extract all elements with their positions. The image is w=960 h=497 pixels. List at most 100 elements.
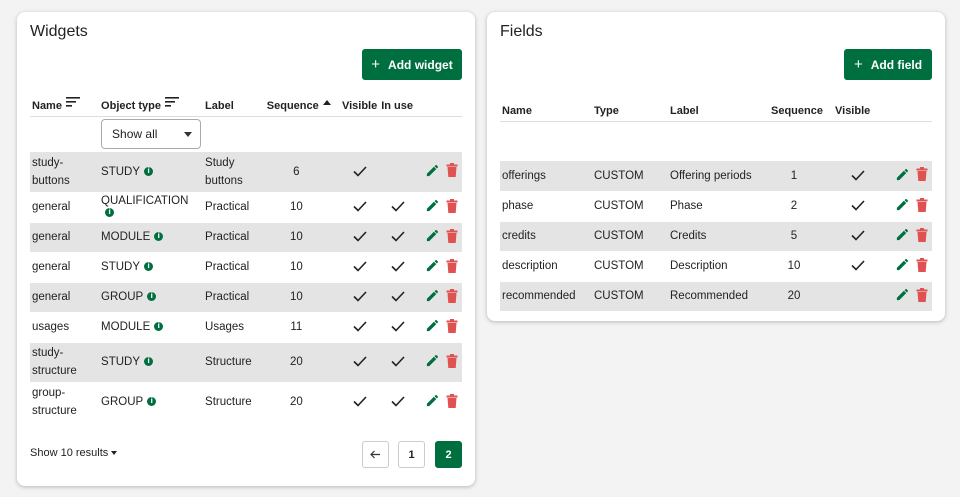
cell-sequence: 2 <box>769 191 833 222</box>
widgets-panel: Widgets + Add widget Name Object type La… <box>17 12 475 486</box>
column-header-object-type[interactable]: Object type <box>99 87 204 117</box>
info-icon[interactable]: i <box>144 357 154 366</box>
trash-icon[interactable] <box>446 393 458 411</box>
check-icon <box>391 291 405 303</box>
previous-page-button[interactable] <box>362 441 389 468</box>
row-actions <box>416 342 462 383</box>
cell-label: Credits <box>668 221 769 252</box>
pencil-icon[interactable] <box>425 353 440 371</box>
cell-label: Phase <box>668 191 769 222</box>
table-row: usages MODULE i Usages 11 <box>30 312 462 343</box>
column-header-visible: Visible <box>833 92 883 122</box>
results-per-page-label: Show 10 results <box>30 447 109 459</box>
trash-icon[interactable] <box>916 197 928 215</box>
trash-icon[interactable] <box>916 287 928 305</box>
pencil-icon[interactable] <box>425 393 440 411</box>
check-icon <box>851 260 865 272</box>
check-icon <box>353 201 367 213</box>
object-type-filter-value: Show all <box>112 127 158 142</box>
cell-type: CUSTOM <box>592 191 668 222</box>
check-icon <box>353 231 367 243</box>
cell-label: Description <box>668 251 769 282</box>
widgets-title: Widgets <box>30 23 88 40</box>
chevron-down-icon <box>184 131 193 137</box>
trash-icon[interactable] <box>446 318 458 336</box>
table-row: credits CUSTOM Credits 5 <box>500 221 932 252</box>
cell-sequence: 6 <box>264 152 340 193</box>
info-icon[interactable]: i <box>147 292 157 301</box>
trash-icon[interactable] <box>916 227 928 245</box>
trash-icon[interactable] <box>446 228 458 246</box>
column-header-in-use: In use <box>379 87 417 117</box>
cell-object-type: MODULE i <box>99 222 204 253</box>
cell-name: description <box>500 251 592 282</box>
cell-type: CUSTOM <box>592 251 668 282</box>
add-field-button[interactable]: + Add field <box>844 49 932 80</box>
page-button-2[interactable]: 2 <box>435 441 462 468</box>
cell-name: general <box>30 282 100 313</box>
cell-type: CUSTOM <box>592 161 668 192</box>
sort-icon[interactable] <box>164 96 179 107</box>
cell-label: Practical <box>203 282 265 313</box>
pencil-icon[interactable] <box>425 318 440 336</box>
page-button-1[interactable]: 1 <box>398 441 425 468</box>
pencil-icon[interactable] <box>425 288 440 306</box>
add-widget-button[interactable]: + Add widget <box>362 49 462 80</box>
trash-icon[interactable] <box>446 163 458 180</box>
trash-icon[interactable] <box>446 353 458 371</box>
info-icon[interactable]: i <box>154 322 164 331</box>
check-icon <box>353 291 367 303</box>
pencil-icon[interactable] <box>425 198 440 216</box>
pencil-icon[interactable] <box>895 287 910 305</box>
object-type-filter-select[interactable]: Show all <box>101 119 202 150</box>
cell-object-type: QUALIFICATIONi <box>99 192 204 223</box>
trash-icon[interactable] <box>446 288 458 306</box>
check-icon <box>391 201 405 213</box>
cell-name: general <box>30 192 100 223</box>
trash-icon[interactable] <box>446 198 458 216</box>
trash-icon[interactable] <box>916 167 928 184</box>
row-actions <box>883 161 932 192</box>
results-per-page-dropdown[interactable]: Show 10 results <box>30 447 118 459</box>
info-icon[interactable]: i <box>147 397 157 406</box>
cell-name: general <box>30 222 100 253</box>
table-row: phase CUSTOM Phase 2 <box>500 191 932 222</box>
pencil-icon[interactable] <box>425 228 440 246</box>
pencil-icon[interactable] <box>895 197 910 215</box>
check-icon <box>391 321 405 333</box>
trash-icon[interactable] <box>446 258 458 276</box>
info-icon[interactable]: i <box>154 232 164 241</box>
cell-object-type: MODULE i <box>99 312 204 343</box>
fields-title: Fields <box>500 23 543 40</box>
pencil-icon[interactable] <box>895 257 910 275</box>
pencil-icon[interactable] <box>895 167 910 185</box>
table-row: study-structure STUDY i Structure 20 <box>30 342 462 383</box>
cell-object-type: STUDY i <box>99 342 204 383</box>
cell-sequence: 5 <box>769 221 833 252</box>
pencil-icon[interactable] <box>895 227 910 245</box>
cell-sequence: 20 <box>264 382 340 423</box>
column-header-name[interactable]: Name <box>30 87 100 117</box>
sort-icon[interactable] <box>65 96 80 107</box>
chevron-down-icon <box>111 451 118 455</box>
column-header-sequence[interactable]: Sequence <box>264 87 340 117</box>
pencil-icon[interactable] <box>425 258 440 276</box>
cell-label: Practical <box>203 252 265 283</box>
column-header-actions <box>416 87 462 117</box>
check-icon <box>851 230 865 242</box>
cell-sequence: 11 <box>264 312 340 343</box>
cell-name: general <box>30 252 100 283</box>
check-icon <box>353 396 367 408</box>
info-icon[interactable]: i <box>144 166 154 176</box>
info-icon[interactable]: i <box>105 208 115 217</box>
cell-sequence: 10 <box>264 222 340 253</box>
arrow-left-icon <box>370 450 380 459</box>
column-header-actions <box>883 92 932 122</box>
cell-label: Structure <box>203 382 265 423</box>
info-icon[interactable]: i <box>144 262 154 271</box>
trash-icon[interactable] <box>916 257 928 275</box>
cell-sequence: 10 <box>264 252 340 283</box>
pencil-icon[interactable] <box>425 163 440 181</box>
cell-name: recommended <box>500 281 592 312</box>
fields-panel: Fields + Add field Name Type Label Seque… <box>487 12 945 321</box>
